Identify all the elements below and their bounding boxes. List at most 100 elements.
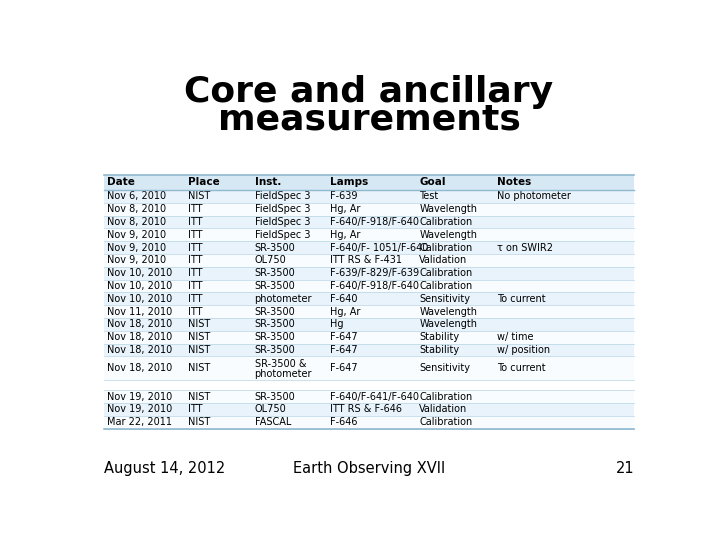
Text: F-647: F-647 xyxy=(330,332,358,342)
Text: F-647: F-647 xyxy=(330,363,358,373)
Bar xyxy=(104,356,634,380)
Text: Nov 18, 2010: Nov 18, 2010 xyxy=(107,345,172,355)
Text: FieldSpec 3: FieldSpec 3 xyxy=(255,230,310,240)
Text: Validation: Validation xyxy=(419,255,467,265)
Text: 21: 21 xyxy=(616,461,634,476)
Text: Test: Test xyxy=(419,191,438,201)
Text: SR-3500: SR-3500 xyxy=(255,332,295,342)
Text: Calibration: Calibration xyxy=(419,417,472,427)
Text: ITT: ITT xyxy=(188,204,202,214)
Text: Calibration: Calibration xyxy=(419,392,472,402)
Text: Validation: Validation xyxy=(419,404,467,414)
Text: FieldSpec 3: FieldSpec 3 xyxy=(255,217,310,227)
Text: photometer: photometer xyxy=(255,294,312,304)
Text: F-639/F-829/F-639: F-639/F-829/F-639 xyxy=(330,268,419,278)
Text: ITT: ITT xyxy=(188,230,202,240)
Text: Hg: Hg xyxy=(330,319,343,329)
Text: Stability: Stability xyxy=(419,332,459,342)
Text: NIST: NIST xyxy=(188,392,210,402)
Text: NIST: NIST xyxy=(188,332,210,342)
Bar xyxy=(104,215,634,228)
Text: SR-3500: SR-3500 xyxy=(255,281,295,291)
Text: Wavelength: Wavelength xyxy=(419,307,477,316)
Text: Calibration: Calibration xyxy=(419,217,472,227)
Bar xyxy=(104,280,634,292)
Text: Nov 18, 2010: Nov 18, 2010 xyxy=(107,363,172,373)
Bar xyxy=(104,331,634,343)
Bar xyxy=(104,390,634,403)
Text: Nov 9, 2010: Nov 9, 2010 xyxy=(107,230,166,240)
Text: ITT: ITT xyxy=(188,268,202,278)
Text: Lamps: Lamps xyxy=(330,178,368,187)
Bar xyxy=(104,175,634,190)
Text: F-640/F-641/F-640: F-640/F-641/F-640 xyxy=(330,392,419,402)
Bar xyxy=(104,267,634,280)
Text: FASCAL: FASCAL xyxy=(255,417,291,427)
Text: τ on SWIR2: τ on SWIR2 xyxy=(498,242,554,253)
Bar xyxy=(104,416,634,429)
Text: Hg, Ar: Hg, Ar xyxy=(330,204,360,214)
Text: Date: Date xyxy=(107,178,135,187)
Bar xyxy=(104,380,634,390)
Text: NIST: NIST xyxy=(188,345,210,355)
Text: ITT RS & F-646: ITT RS & F-646 xyxy=(330,404,402,414)
Text: NIST: NIST xyxy=(188,417,210,427)
Text: Nov 19, 2010: Nov 19, 2010 xyxy=(107,392,172,402)
Text: ITT: ITT xyxy=(188,294,202,304)
Text: ITT: ITT xyxy=(188,281,202,291)
Bar xyxy=(104,305,634,318)
Bar xyxy=(104,403,634,416)
Text: Wavelength: Wavelength xyxy=(419,230,477,240)
Text: Nov 19, 2010: Nov 19, 2010 xyxy=(107,404,172,414)
Text: SR-3500 &: SR-3500 & xyxy=(255,359,306,368)
Text: To current: To current xyxy=(498,294,546,304)
Text: Goal: Goal xyxy=(419,178,446,187)
Text: Wavelength: Wavelength xyxy=(419,319,477,329)
Text: ITT: ITT xyxy=(188,217,202,227)
Text: F-647: F-647 xyxy=(330,345,358,355)
Bar xyxy=(104,318,634,331)
Text: NIST: NIST xyxy=(188,319,210,329)
Text: ITT: ITT xyxy=(188,242,202,253)
Text: Wavelength: Wavelength xyxy=(419,204,477,214)
Text: Nov 6, 2010: Nov 6, 2010 xyxy=(107,191,166,201)
Text: Hg, Ar: Hg, Ar xyxy=(330,307,360,316)
Text: Calibration: Calibration xyxy=(419,281,472,291)
Text: Place: Place xyxy=(188,178,220,187)
Text: Nov 10, 2010: Nov 10, 2010 xyxy=(107,294,172,304)
Bar xyxy=(104,228,634,241)
Text: Inst.: Inst. xyxy=(255,178,281,187)
Text: measurements: measurements xyxy=(217,102,521,136)
Text: Mar 22, 2011: Mar 22, 2011 xyxy=(107,417,172,427)
Text: Nov 8, 2010: Nov 8, 2010 xyxy=(107,204,166,214)
Text: Calibration: Calibration xyxy=(419,268,472,278)
Text: SR-3500: SR-3500 xyxy=(255,392,295,402)
Text: SR-3500: SR-3500 xyxy=(255,268,295,278)
Text: Nov 11, 2010: Nov 11, 2010 xyxy=(107,307,172,316)
Bar xyxy=(104,241,634,254)
Text: F-640/F- 1051/F-640: F-640/F- 1051/F-640 xyxy=(330,242,428,253)
Text: F-640: F-640 xyxy=(330,294,357,304)
Text: FieldSpec 3: FieldSpec 3 xyxy=(255,191,310,201)
Text: ITT: ITT xyxy=(188,404,202,414)
Text: NIST: NIST xyxy=(188,363,210,373)
Text: Nov 18, 2010: Nov 18, 2010 xyxy=(107,319,172,329)
Text: August 14, 2012: August 14, 2012 xyxy=(104,461,225,476)
Text: Calibration: Calibration xyxy=(419,242,472,253)
Text: F-640/F-918/F-640: F-640/F-918/F-640 xyxy=(330,217,419,227)
Bar xyxy=(104,190,634,202)
Text: To current: To current xyxy=(498,363,546,373)
Text: Nov 8, 2010: Nov 8, 2010 xyxy=(107,217,166,227)
Text: FieldSpec 3: FieldSpec 3 xyxy=(255,204,310,214)
Bar xyxy=(104,292,634,305)
Text: Earth Observing XVII: Earth Observing XVII xyxy=(293,461,445,476)
Text: Nov 9, 2010: Nov 9, 2010 xyxy=(107,255,166,265)
Text: w/ position: w/ position xyxy=(498,345,551,355)
Text: F-639: F-639 xyxy=(330,191,357,201)
Text: Core and ancillary: Core and ancillary xyxy=(184,75,554,109)
Text: Nov 18, 2010: Nov 18, 2010 xyxy=(107,332,172,342)
Text: SR-3500: SR-3500 xyxy=(255,319,295,329)
Text: SR-3500: SR-3500 xyxy=(255,307,295,316)
Text: photometer: photometer xyxy=(255,368,312,379)
Text: SR-3500: SR-3500 xyxy=(255,345,295,355)
